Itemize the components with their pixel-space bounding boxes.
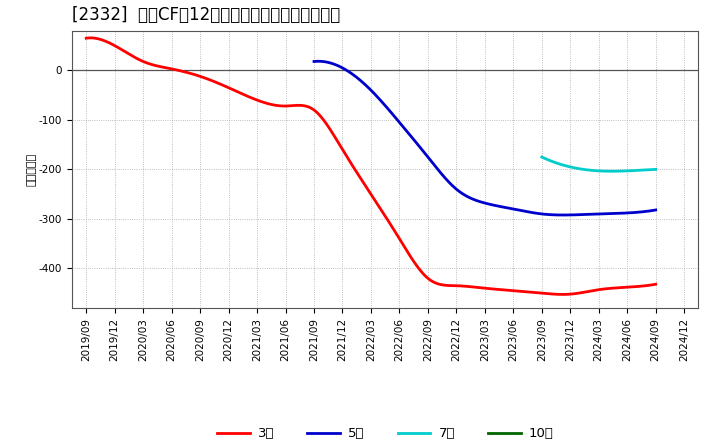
- Y-axis label: （百万円）: （百万円）: [26, 153, 36, 186]
- Legend: 3年, 5年, 7年, 10年: 3年, 5年, 7年, 10年: [212, 422, 559, 440]
- Text: [2332]  投賄CFだ12か月移動合計の平均値の推移: [2332] 投賄CFだ12か月移動合計の平均値の推移: [72, 6, 341, 24]
